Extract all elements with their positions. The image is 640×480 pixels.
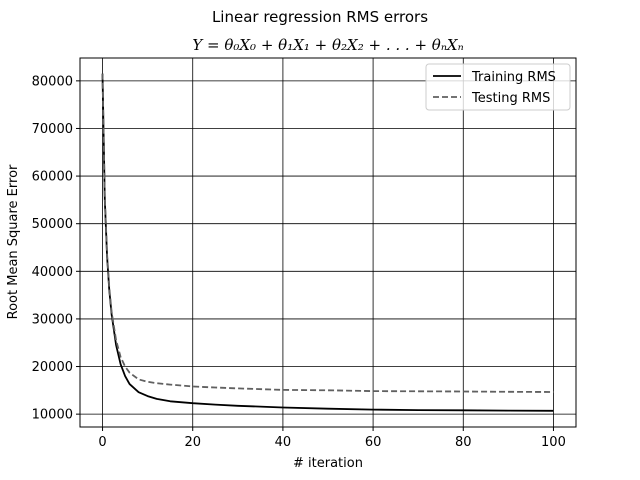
x-tick-label: 100 [541,435,566,450]
x-tick-label: 80 [455,435,472,450]
grid-lines [80,58,576,427]
chart-subtitle: Y = θ₀X₀ + θ₁X₁ + θ₂X₂ + . . . + θₙXₙ [192,36,463,54]
y-tick-label: 20000 [32,360,73,375]
series-lines [101,73,554,412]
legend: Training RMS Testing RMS [425,63,571,111]
plot-area-frame [79,57,577,428]
training-rms-line [101,73,554,412]
y-tick-label: 30000 [32,312,73,327]
chart-title: Linear regression RMS errors [212,8,428,26]
testing-rms-line [101,73,554,393]
y-tick-label: 50000 [32,217,73,232]
x-axis-label: # iteration [293,456,363,471]
x-tick-label: 40 [275,435,292,450]
y-tick-label: 60000 [32,170,73,185]
legend-label-testing: Testing RMS [471,91,550,106]
x-axis-ticks: 0 20 40 60 80 100 [98,427,566,450]
y-axis-ticks: 10000 20000 30000 40000 50000 60000 70000 80000 [32,74,80,423]
y-tick-label: 80000 [32,74,73,89]
y-tick-label: 70000 [32,122,73,137]
y-axis-label: Root Mean Square Error [6,164,21,319]
legend-label-training: Training RMS [471,70,556,85]
x-tick-label: 20 [184,435,201,450]
x-tick-label: 60 [365,435,382,450]
legend-box [425,63,571,111]
x-tick-label: 0 [98,435,106,450]
y-tick-label: 10000 [32,408,73,423]
y-tick-label: 40000 [32,265,73,280]
